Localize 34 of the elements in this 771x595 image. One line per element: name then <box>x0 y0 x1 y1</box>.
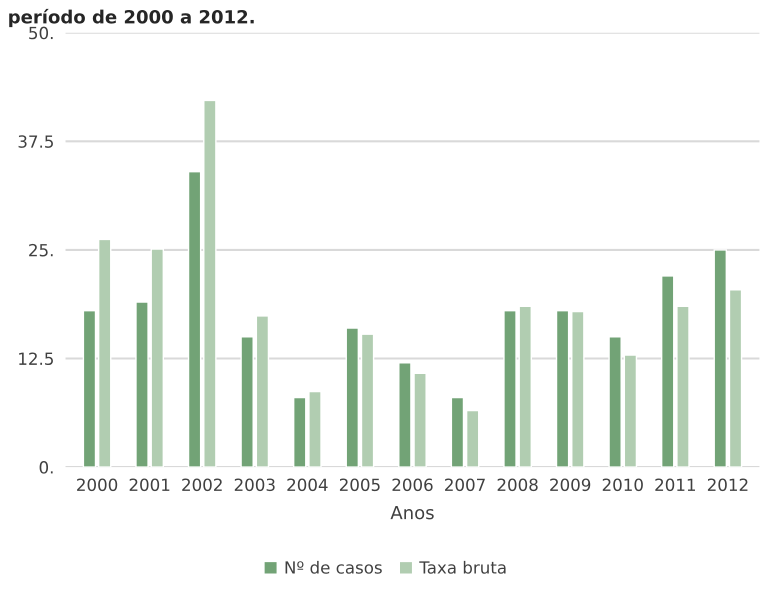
bar <box>450 396 464 468</box>
bar <box>82 310 96 468</box>
x-tick-label: 2007 <box>445 478 485 492</box>
y-tick-label: 12.5 <box>19 352 53 366</box>
x-tick-label: 2000 <box>77 478 118 492</box>
bar <box>398 362 412 468</box>
x-tick-label: 2001 <box>130 478 170 492</box>
bar <box>466 410 480 468</box>
y-tick-label: 25. <box>29 244 53 256</box>
x-tick-label: 2012 <box>708 478 748 492</box>
x-tick-label: 2008 <box>498 478 538 492</box>
x-tick-label: 2010 <box>602 478 643 492</box>
bar <box>714 249 728 468</box>
bar <box>503 310 517 468</box>
x-axis-title: Anos <box>390 506 434 520</box>
x-tick-label: 2011 <box>655 478 695 492</box>
x-tick-label: 2004 <box>287 478 328 492</box>
x-tick-label: 2006 <box>392 478 433 492</box>
bar <box>98 238 112 468</box>
y-tick-label: 0. <box>40 461 53 474</box>
x-tick-label: 2002 <box>182 478 222 492</box>
bar <box>413 372 427 468</box>
y-tick-label: 37.5 <box>18 135 53 148</box>
chart-title: período de 2000 a 2012. <box>9 8 254 28</box>
legend-label: Taxa bruta <box>419 560 506 574</box>
x-tick-label: 2003 <box>234 478 275 492</box>
bar <box>728 289 742 468</box>
x-tick-label: 2005 <box>340 478 380 492</box>
y-tick-label: 50. <box>29 26 53 40</box>
bar <box>346 327 360 468</box>
legend-label: Nº de casos <box>286 560 382 574</box>
bar <box>360 333 374 468</box>
x-tick-label: 2009 <box>550 478 590 492</box>
bar <box>518 306 532 468</box>
